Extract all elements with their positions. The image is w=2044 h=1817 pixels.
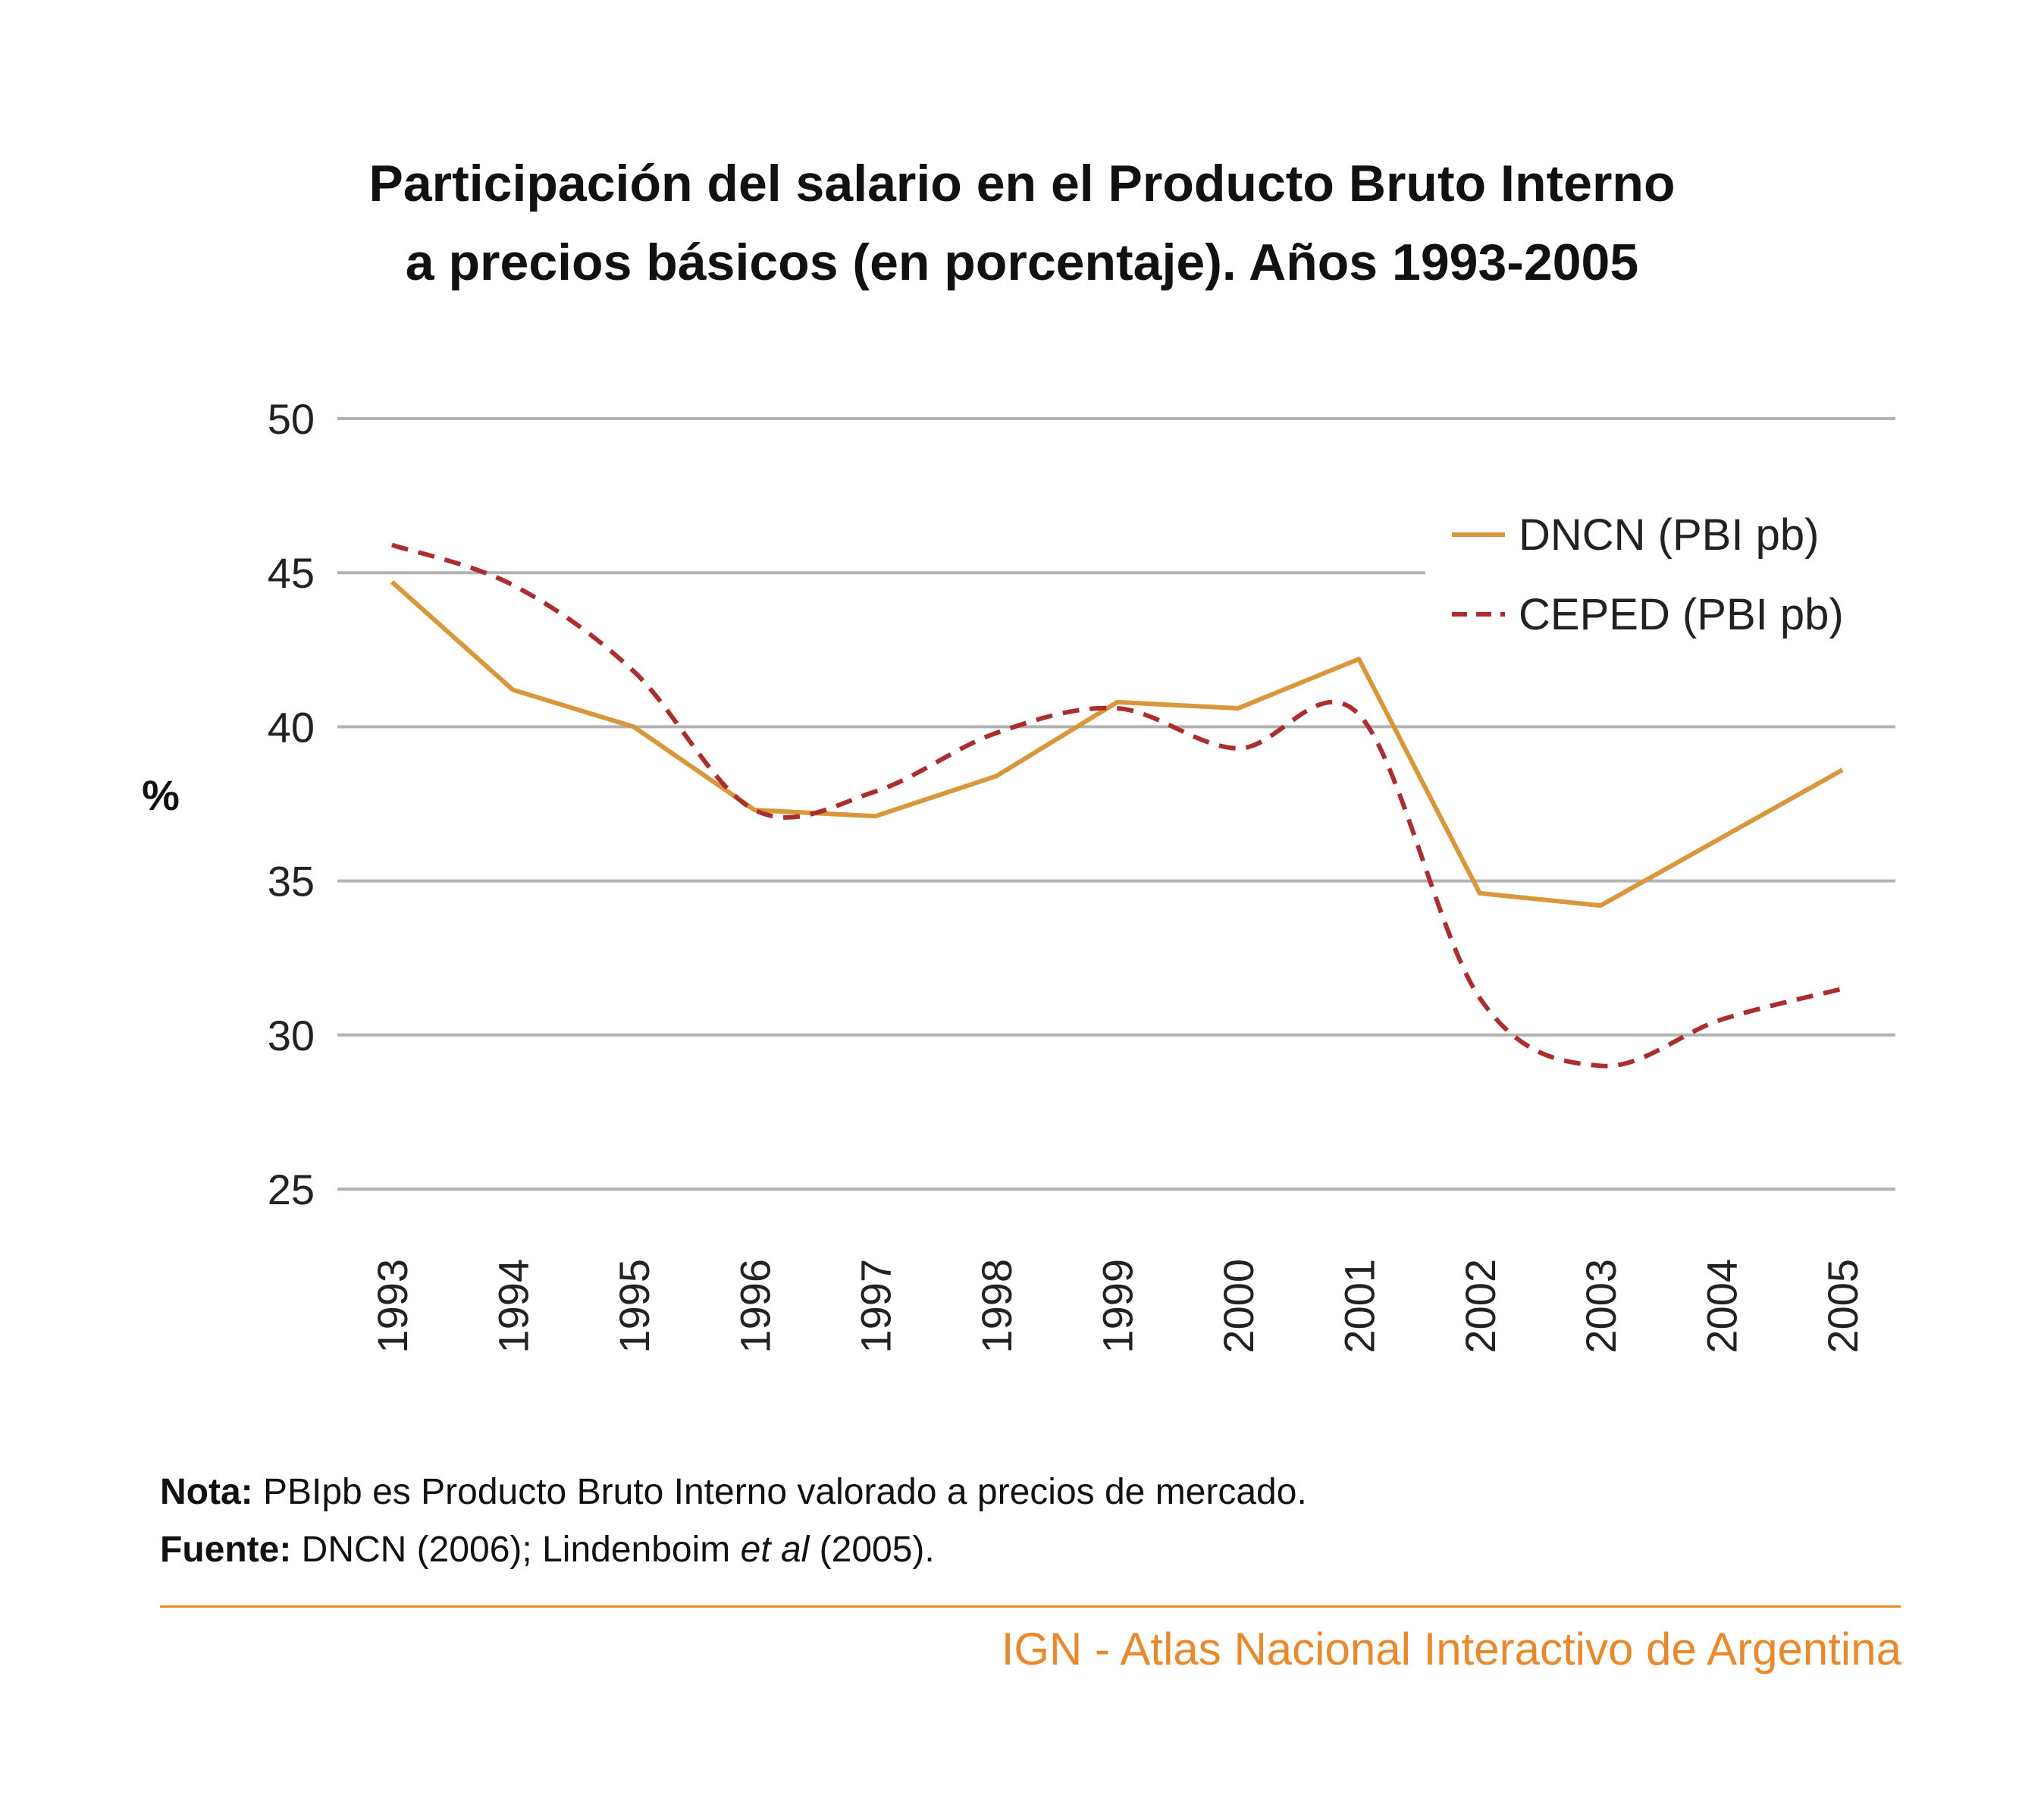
x-tick-label: 1997 bbox=[852, 1259, 900, 1354]
y-tick-label: 25 bbox=[268, 1166, 315, 1213]
x-tick-label: 2005 bbox=[1819, 1259, 1867, 1354]
x-tick-label: 1993 bbox=[368, 1259, 416, 1354]
x-tick-label: 2004 bbox=[1698, 1259, 1746, 1354]
y-tick-label: 35 bbox=[268, 858, 315, 905]
fuente-text-2: (2005). bbox=[809, 1530, 935, 1570]
chart-title-line-1: Participación del salario en el Producto… bbox=[368, 155, 1676, 212]
x-tick-label: 2001 bbox=[1335, 1259, 1383, 1354]
nota-label: Nota: bbox=[160, 1472, 253, 1512]
legend-label: DNCN (PBI pb) bbox=[1519, 510, 1819, 560]
y-axis-label: % bbox=[142, 771, 180, 819]
x-tick-label: 2003 bbox=[1577, 1259, 1625, 1354]
fuente-text-1: DNCN (2006); Lindenboim bbox=[291, 1530, 741, 1570]
y-axis-ticks: 25 30 35 40 45 50 bbox=[268, 395, 315, 1213]
series-line-ceped bbox=[391, 542, 1843, 1069]
footer-credit: IGN - Atlas Nacional Interactivo de Arge… bbox=[1001, 1624, 1901, 1674]
y-tick-label: 40 bbox=[268, 703, 315, 751]
x-axis-ticks: 1993 1994 1995 1996 1997 1998 1999 2000 2001 2002… bbox=[368, 1259, 1867, 1354]
fuente-italic: et al bbox=[740, 1530, 810, 1570]
legend: DNCN (PBI pb) CEPED (PBI pb) bbox=[1452, 510, 1844, 639]
x-tick-label: 1994 bbox=[489, 1259, 537, 1354]
chart-title-line-2: a precios básicos (en porcentaje). Años … bbox=[405, 234, 1639, 291]
x-tick-label: 2000 bbox=[1215, 1259, 1262, 1354]
footer-divider bbox=[160, 1605, 1901, 1608]
legend-label: CEPED (PBI pb) bbox=[1519, 590, 1844, 639]
nota-line: Nota: PBIpb es Producto Bruto Interno va… bbox=[160, 1464, 1904, 1521]
nota-text: PBIpb es Producto Bruto Interno valorado… bbox=[252, 1472, 1307, 1512]
fuente-label: Fuente: bbox=[160, 1530, 292, 1570]
chart-title: Participación del salario en el Producto… bbox=[0, 144, 2044, 302]
series-lines bbox=[390, 542, 1844, 1069]
y-tick-label: 30 bbox=[268, 1012, 315, 1059]
fuente-line: Fuente: DNCN (2006); Lindenboim et al (2… bbox=[160, 1521, 1904, 1579]
y-tick-label: 50 bbox=[268, 395, 315, 443]
y-tick-label: 45 bbox=[268, 549, 315, 597]
x-tick-label: 1996 bbox=[731, 1259, 779, 1354]
gridlines bbox=[337, 417, 1895, 1191]
x-tick-label: 2002 bbox=[1456, 1259, 1504, 1354]
x-tick-label: 1998 bbox=[973, 1259, 1020, 1354]
x-tick-label: 1999 bbox=[1094, 1259, 1142, 1354]
notes: Nota: PBIpb es Producto Bruto Interno va… bbox=[160, 1464, 1904, 1579]
x-tick-label: 1995 bbox=[610, 1259, 658, 1354]
